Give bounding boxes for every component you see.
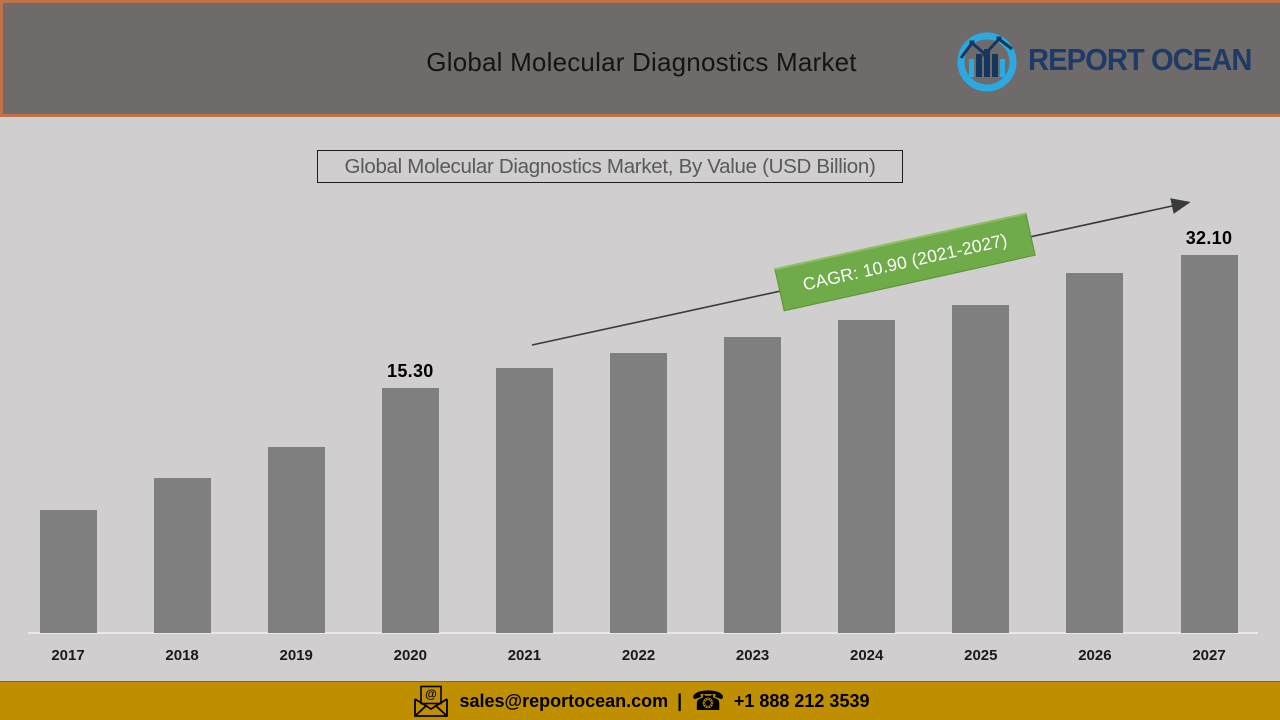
report-ocean-logo: REPORT OCEAN bbox=[954, 27, 1266, 93]
bar-data-label-2020: 15.30 bbox=[387, 361, 434, 381]
logo-text: REPORT OCEAN bbox=[1028, 42, 1252, 77]
chart-title: Global Molecular Diagnostics Market, By … bbox=[344, 154, 876, 178]
cagr-banner: CAGR: 10.90 (2021-2027) bbox=[774, 212, 1036, 312]
bar-2025 bbox=[952, 305, 1010, 633]
chart-area: Global Molecular Diagnostics Market, By … bbox=[0, 117, 1280, 681]
x-axis-label-2024: 2024 bbox=[850, 647, 884, 664]
bar-2017 bbox=[39, 510, 97, 633]
page-title: Global Molecular Diagnostics Market bbox=[426, 47, 857, 77]
bar-2026 bbox=[1066, 273, 1124, 633]
bar-2023 bbox=[724, 337, 782, 633]
x-axis-label-2021: 2021 bbox=[507, 647, 542, 664]
x-axis-label-2023: 2023 bbox=[735, 647, 770, 664]
email-icon: @ bbox=[413, 685, 448, 717]
bar-2018 bbox=[153, 478, 211, 633]
bar-2019 bbox=[267, 447, 325, 633]
x-axis-label-2017: 2017 bbox=[51, 647, 85, 664]
logo-chart-icon bbox=[957, 32, 1017, 92]
bar-2024 bbox=[838, 320, 896, 633]
svg-text:@: @ bbox=[425, 687, 437, 701]
bar-2022 bbox=[610, 353, 667, 633]
footer-phone: +1 888 212 3539 bbox=[733, 690, 870, 711]
x-axis-label-2026: 2026 bbox=[1078, 647, 1112, 664]
x-axis-line bbox=[28, 632, 1258, 634]
x-axis-label-2020: 2020 bbox=[393, 647, 427, 664]
footer-separator: | bbox=[677, 690, 683, 711]
phone-icon: ☎ bbox=[691, 685, 725, 716]
x-axis-label-2018: 2018 bbox=[165, 647, 199, 664]
bar-2020 bbox=[381, 388, 439, 633]
footer-email: sales@reportocean.com bbox=[459, 690, 669, 711]
chart-title-box: Global Molecular Diagnostics Market, By … bbox=[317, 150, 903, 183]
x-axis-label-2019: 2019 bbox=[279, 647, 313, 664]
bar-data-label-2027: 32.10 bbox=[1185, 228, 1233, 248]
x-axis-label-2027: 2027 bbox=[1192, 647, 1226, 664]
bar-2027 bbox=[1180, 255, 1238, 633]
bar-2021 bbox=[495, 368, 553, 633]
x-axis-label-2022: 2022 bbox=[621, 647, 656, 664]
header-banner: Global Molecular Diagnostics Market REPO… bbox=[0, 0, 1280, 117]
x-axis-label-2025: 2025 bbox=[964, 647, 998, 664]
footer-bar: @ sales@reportocean.com | ☎ +1 888 212 3… bbox=[0, 681, 1280, 720]
